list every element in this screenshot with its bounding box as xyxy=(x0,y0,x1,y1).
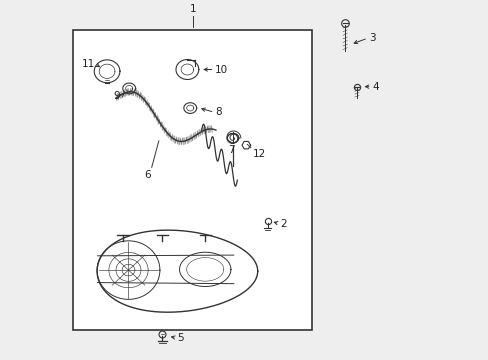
Text: 12: 12 xyxy=(252,149,265,159)
Bar xyxy=(73,30,312,330)
Text: 5: 5 xyxy=(177,333,183,343)
Text: 1: 1 xyxy=(189,4,196,14)
Text: 8: 8 xyxy=(215,107,222,117)
Text: 9: 9 xyxy=(113,91,120,101)
Text: 4: 4 xyxy=(371,82,378,92)
Text: 7: 7 xyxy=(227,145,234,155)
Text: 6: 6 xyxy=(144,170,150,180)
Text: 3: 3 xyxy=(368,33,375,43)
Text: 11: 11 xyxy=(81,59,94,69)
Text: 10: 10 xyxy=(215,64,228,75)
Text: 2: 2 xyxy=(280,219,286,229)
